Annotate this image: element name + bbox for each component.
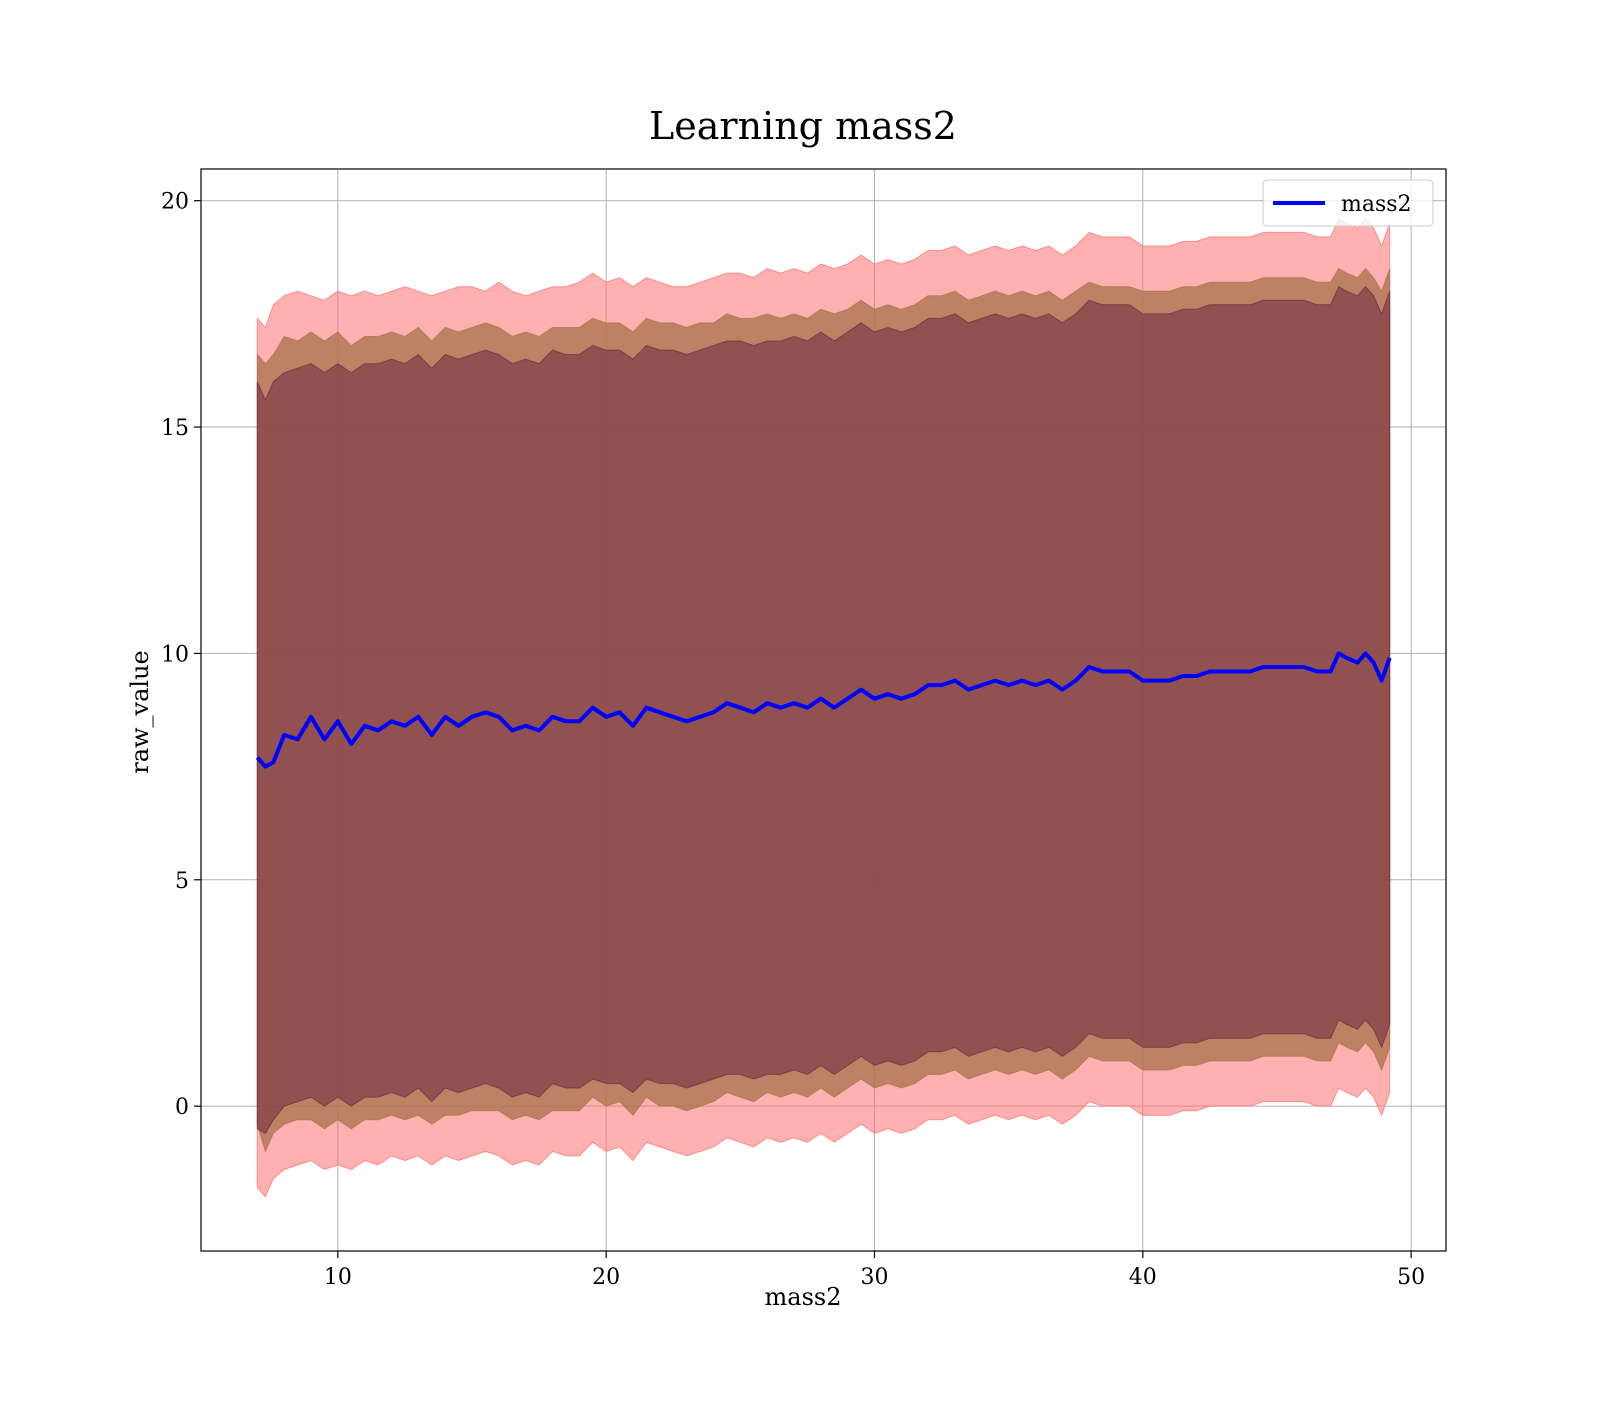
- x-tick-label: 10: [324, 1265, 352, 1290]
- confidence-band-inner: [256, 285, 1391, 1134]
- y-tick-label: 0: [175, 1095, 189, 1120]
- y-tick-label: 20: [161, 190, 189, 215]
- y-tick-label: 15: [161, 416, 189, 441]
- y-axis-label: raw_value: [126, 650, 154, 774]
- x-tick-label: 40: [1129, 1265, 1157, 1290]
- x-tick-label: 30: [860, 1265, 888, 1290]
- chart-title: Learning mass2: [649, 104, 957, 148]
- x-tick-label: 20: [592, 1265, 620, 1290]
- y-tick-label: 10: [161, 642, 189, 667]
- legend-frame: [1262, 179, 1434, 227]
- legend: mass2: [1262, 179, 1434, 227]
- x-tick-label: 50: [1397, 1265, 1425, 1290]
- y-tick-label: 5: [175, 869, 189, 894]
- x-axis-label: mass2: [765, 1283, 842, 1311]
- axes-frame: [200, 168, 1447, 1252]
- legend-label: mass2: [1341, 192, 1412, 217]
- plot-area: 10 20 30 40 50 0 5 10 15 20: [161, 168, 1447, 1290]
- series-line-mass2: [255, 651, 1392, 769]
